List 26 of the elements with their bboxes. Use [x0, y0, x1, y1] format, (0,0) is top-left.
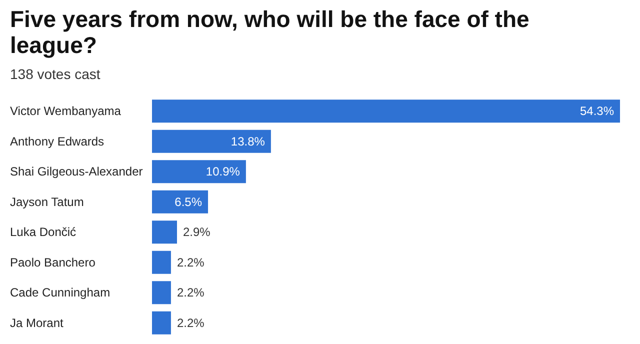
data-label: 2.2% — [176, 316, 205, 330]
y-tick-label: Cade Cunningham — [10, 286, 110, 300]
y-tick-label: Jayson Tatum — [10, 194, 84, 209]
y-tick-label: Anthony Edwards — [10, 134, 104, 148]
bar — [152, 160, 246, 184]
data-label: 54.3% — [580, 104, 614, 118]
bar — [152, 130, 271, 153]
y-tick-label: Paolo Banchero — [10, 255, 96, 270]
bar — [152, 311, 171, 334]
y-tick-label: Shai Gilgeous-Alexander — [10, 164, 143, 179]
bar — [152, 100, 620, 123]
chart-title: Five years from now, who will be the face of the league? — [10, 6, 530, 58]
y-tick-label: Ja Morant — [10, 316, 64, 330]
y-tick-label: Luka Dončić — [10, 225, 76, 240]
data-label: 2.9% — [182, 225, 211, 240]
data-label: 10.9% — [206, 164, 240, 179]
bar — [152, 190, 208, 214]
data-label: 6.5% — [174, 194, 202, 209]
chart-subtitle: 138 votes cast — [10, 66, 100, 82]
y-tick-label: Victor Wembanyama — [10, 104, 122, 118]
bar — [152, 250, 171, 274]
data-label: 2.2% — [176, 286, 205, 300]
data-label: 2.2% — [176, 255, 205, 270]
data-label: 13.8% — [230, 134, 266, 148]
bar — [152, 220, 177, 244]
bar — [152, 281, 171, 304]
